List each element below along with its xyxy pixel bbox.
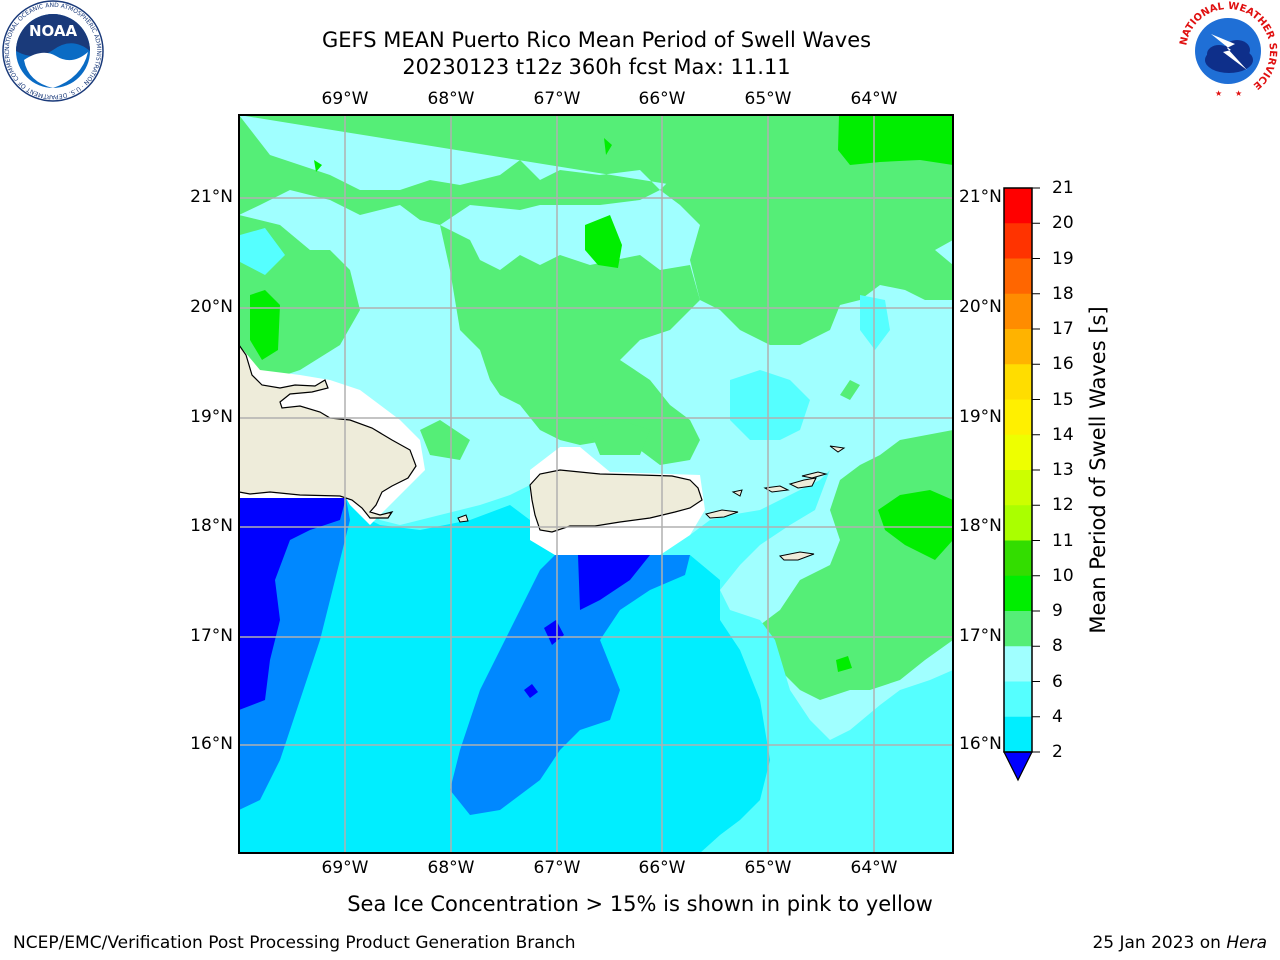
colorbar-tick-label: 4 bbox=[1052, 706, 1063, 727]
land-islet-culebra bbox=[731, 489, 743, 497]
lon-label-top: 69°W bbox=[321, 89, 369, 109]
colorbar-segment bbox=[1004, 188, 1032, 224]
lat-label-right: 21°N bbox=[959, 187, 1002, 207]
colorbar-tick-label: 18 bbox=[1052, 283, 1074, 304]
date-prefix: 25 Jan 2023 on bbox=[1092, 933, 1227, 953]
colorbar-tick-label: 13 bbox=[1052, 460, 1074, 480]
colorbar-segment bbox=[1004, 540, 1032, 577]
colorbar-title: Mean Period of Swell Waves [s] bbox=[1086, 306, 1110, 634]
lat-label-left: 21°N bbox=[190, 187, 233, 207]
lon-label-bottom: 66°W bbox=[638, 858, 686, 878]
colorbar-segment bbox=[1004, 575, 1032, 612]
lat-label-left: 19°N bbox=[190, 407, 233, 427]
lon-label-bottom: 68°W bbox=[427, 858, 475, 878]
contour-below-2 bbox=[239, 498, 650, 710]
lon-label-top: 67°W bbox=[533, 89, 581, 109]
land-puerto-rico bbox=[529, 469, 703, 533]
lat-label-left: 20°N bbox=[190, 297, 233, 317]
land-islet-st-thomas bbox=[763, 485, 790, 493]
colorbar-segment bbox=[1004, 434, 1032, 471]
contour-9-10-north bbox=[239, 115, 953, 345]
lon-label-bottom: 64°W bbox=[850, 858, 898, 878]
chart-title-line2: 20230123 t12z 360h fcst Max: 11.11 bbox=[402, 55, 791, 79]
colorbar-segment bbox=[1004, 399, 1032, 436]
colorbar-tick-label: 8 bbox=[1052, 636, 1063, 657]
svg-text:★: ★ bbox=[1235, 89, 1242, 98]
lat-label-right: 18°N bbox=[959, 516, 1002, 536]
lat-label-right: 17°N bbox=[959, 626, 1002, 646]
map-frame bbox=[238, 114, 954, 854]
colorbar-tick-label: 19 bbox=[1052, 248, 1074, 269]
land-islet-st-croix bbox=[778, 551, 815, 561]
colorbar-segment bbox=[1004, 329, 1032, 365]
contour-10-11 bbox=[250, 115, 953, 672]
lon-label-bottom: 67°W bbox=[533, 858, 581, 878]
colorbar-tick-label: 21 bbox=[1052, 178, 1074, 198]
colorbar-segment bbox=[1004, 646, 1032, 682]
svg-text:★: ★ bbox=[1215, 89, 1222, 98]
nws-logo: NATIONAL WEATHER SERVICE ★ ★ bbox=[1178, 1, 1278, 101]
land-islet-mona bbox=[457, 514, 469, 523]
colorbar-extend-triangle bbox=[1003, 751, 1033, 782]
land-islet-vieques bbox=[705, 509, 739, 519]
lat-label-right: 20°N bbox=[959, 297, 1002, 317]
colorbar-segment bbox=[1004, 470, 1032, 506]
colorbar-tick-label: 10 bbox=[1052, 565, 1074, 586]
sea-ice-note: Sea Ice Concentration > 15% is shown in … bbox=[347, 892, 933, 916]
date-host: Hera bbox=[1226, 933, 1267, 953]
lon-label-bottom: 69°W bbox=[321, 858, 369, 878]
colorbar-segment bbox=[1004, 611, 1032, 647]
contour-9-10-east bbox=[410, 380, 953, 700]
lon-label-top: 64°W bbox=[850, 89, 898, 109]
contour-2-4 bbox=[239, 498, 690, 815]
contour-9-10-central bbox=[440, 225, 700, 465]
lat-label-right: 16°N bbox=[959, 734, 1002, 754]
colorbar-tick-label: 11 bbox=[1052, 530, 1074, 551]
lon-label-bottom: 65°W bbox=[744, 858, 792, 878]
land-islet-tortola bbox=[801, 471, 828, 479]
lon-label-top: 66°W bbox=[638, 89, 686, 109]
colorbar-segment bbox=[1004, 364, 1032, 400]
colorbar-tick-label: 15 bbox=[1052, 389, 1074, 410]
colorbar-tick-label: 9 bbox=[1052, 601, 1063, 621]
land-islet-st-john bbox=[788, 477, 817, 489]
colorbar-tick-label: 14 bbox=[1052, 424, 1074, 445]
colorbar-segment bbox=[1004, 293, 1032, 330]
credit-text: NCEP/EMC/Verification Post Processing Pr… bbox=[13, 933, 576, 953]
chart-title-line1: GEFS MEAN Puerto Rico Mean Period of Swe… bbox=[321, 28, 872, 52]
colorbar-segment bbox=[1004, 681, 1032, 718]
land-islet-anegada bbox=[829, 445, 846, 453]
lat-label-right: 19°N bbox=[959, 407, 1002, 427]
colorbar-tick-label: 20 bbox=[1052, 213, 1074, 234]
lat-label-left: 16°N bbox=[190, 734, 233, 754]
lon-label-top: 65°W bbox=[744, 89, 792, 109]
colorbar-segment bbox=[1004, 223, 1032, 259]
land-hispaniola bbox=[239, 343, 417, 519]
colorbar-tick-label: 16 bbox=[1052, 354, 1074, 375]
lon-label-top: 68°W bbox=[427, 89, 475, 109]
lat-label-left: 18°N bbox=[190, 516, 233, 536]
colorbar-segment bbox=[1004, 258, 1032, 295]
colorbar-segment bbox=[1004, 505, 1032, 541]
date-text: 25 Jan 2023 on Hera bbox=[1092, 933, 1267, 953]
colorbar-tick-label: 12 bbox=[1052, 495, 1074, 516]
noaa-logo: NATIONAL OCEANIC AND ATMOSPHERIC ADMINIS… bbox=[2, 0, 104, 102]
colorbar-segment bbox=[1004, 716, 1032, 753]
colorbar-tick-label: 17 bbox=[1052, 319, 1074, 339]
graticule bbox=[239, 115, 953, 853]
lat-label-left: 17°N bbox=[190, 626, 233, 646]
colorbar-tick-label: 2 bbox=[1052, 742, 1063, 762]
noaa-logo-text: NOAA bbox=[29, 22, 78, 40]
colorbar-tick-label: 6 bbox=[1052, 671, 1063, 692]
